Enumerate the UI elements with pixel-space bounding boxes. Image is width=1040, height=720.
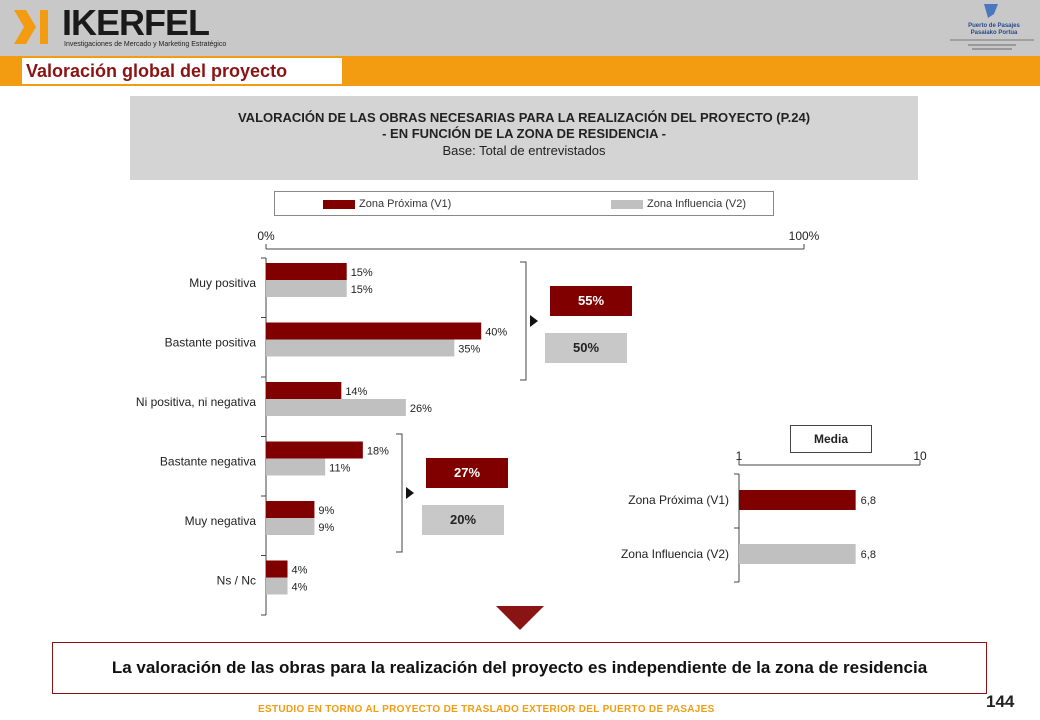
footer-text: ESTUDIO EN TORNO AL PROYECTO DE TRASLADO… [258,704,715,715]
negative-total-v2: 20% [422,505,504,535]
category-label: Ns / Nc [217,574,256,588]
media-bar [739,544,856,564]
bar-v1 [266,322,482,340]
media-title: Media [790,425,872,453]
category-label: Muy negativa [185,514,257,528]
media-tick-label: 1 [736,449,743,463]
negative-bracket-arrow [406,487,414,499]
data-label-v1: 9% [318,505,334,517]
conclusion-box: La valoración de las obras para la reali… [52,642,987,694]
category-label: Bastante negativa [160,455,256,469]
main-tick-label: 100% [789,229,820,243]
data-label-v1: 4% [292,565,308,577]
data-label-v1: 14% [345,386,367,398]
page-number: 144 [986,692,1015,711]
positive-total-v1: 55% [550,286,632,316]
chart-title-box: VALORACIÓN DE LAS OBRAS NECESARIAS PARA … [130,96,918,180]
bar-v2 [266,399,406,416]
section-title: Valoración global del proyecto [22,58,342,84]
media-category-label: Zona Próxima (V1) [628,493,729,507]
bar-v1 [266,501,315,518]
legend-label-v1: Zona Próxima (V1) [359,198,452,210]
data-label-v2: 26% [410,403,432,415]
legend: Zona Próxima (V1) Zona Influencia (V2) [274,191,774,216]
ikerfel-logo-icon [14,10,48,44]
media-bar [739,490,856,510]
port-logo-icon [950,4,1034,50]
data-label-v2: 35% [458,344,480,356]
main-tick-label: 0% [257,229,275,243]
bar-v1 [266,263,347,280]
negative-total-v1: 27% [426,458,508,488]
positive-bracket [520,261,527,381]
data-label-v1: 40% [485,327,507,339]
legend-label-v2: Zona Influencia (V2) [647,198,747,210]
positive-total-v2: 50% [545,333,627,363]
down-arrow-icon [496,606,544,630]
media-data-label: 6,8 [861,495,876,507]
bar-v2 [266,339,455,357]
logo-text: IKERFEL [62,2,210,43]
data-label-v2: 9% [318,522,334,534]
media-tick-label: 10 [913,449,927,463]
bar-v2 [266,577,288,595]
chart-base-text: Base: Total de entrevistados [442,143,606,158]
chart-title-line2: - EN FUNCIÓN DE LA ZONA DE RESIDENCIA - [382,126,666,141]
bar-v1 [266,441,363,459]
chart-title-line1: VALORACIÓN DE LAS OBRAS NECESARIAS PARA … [237,110,811,125]
category-label: Ni positiva, ni negativa [136,395,256,409]
legend-swatch-v1 [323,200,355,209]
bar-v2 [266,518,315,535]
legend-swatch-v2 [611,200,643,209]
category-label: Muy positiva [189,276,256,290]
category-label: Bastante positiva [165,336,257,350]
bar-v1 [266,560,288,578]
bar-v2 [266,458,326,476]
data-label-v2: 11% [329,463,350,475]
data-label-v2: 4% [292,582,308,594]
negative-bracket [396,433,403,553]
media-data-label: 6,8 [861,549,876,561]
positive-bracket-arrow [530,315,538,327]
data-label-v1: 18% [367,446,389,458]
data-label-v2: 15% [351,284,373,296]
media-category-label: Zona Influencia (V2) [621,547,729,561]
bar-v1 [266,382,342,399]
header-band [0,0,1040,56]
logo-subtitle: Investigaciones de Mercado y Marketing E… [64,41,227,48]
port-name: Puerto de Pasajes Pasaiako Portua [968,23,1020,36]
bar-v2 [266,280,347,297]
data-label-v1: 15% [351,267,373,279]
